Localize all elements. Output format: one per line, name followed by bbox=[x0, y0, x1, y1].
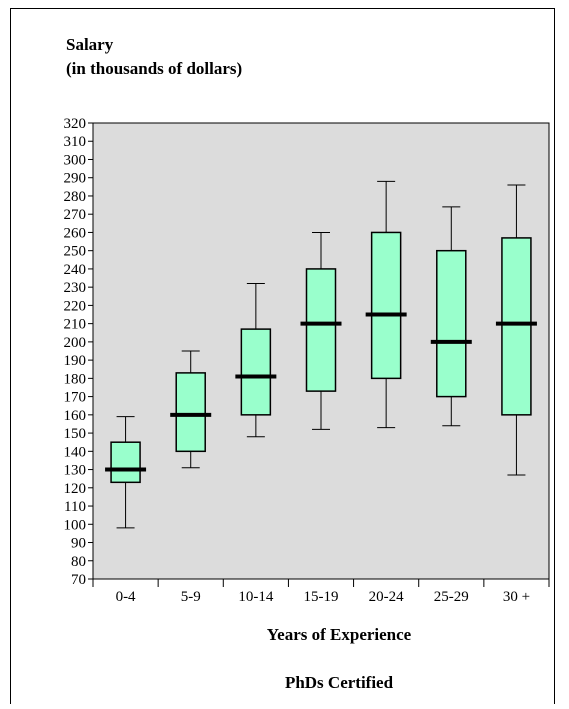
chart-title-line-2: (in thousands of dollars) bbox=[66, 59, 242, 78]
y-axis: 70 80 90 100 110 120 130 140 150 160 170 180 190 200 2… bbox=[64, 116, 93, 588]
box-3 bbox=[235, 283, 277, 438]
y-tick-label: 310 bbox=[64, 134, 87, 150]
y-tick-label: 160 bbox=[64, 408, 87, 424]
x-axis: 0-4 5-9 10-14 15-19 20-24 25-29 30 + bbox=[92, 579, 550, 605]
y-tick-label: 240 bbox=[64, 262, 87, 278]
y-tick-label: 180 bbox=[64, 371, 87, 387]
y-tick-label: 200 bbox=[64, 335, 87, 351]
y-tick-label: 210 bbox=[64, 317, 87, 333]
x-tick-label: 30 + bbox=[503, 589, 530, 605]
x-tick-label: 10-14 bbox=[238, 589, 273, 605]
iqr-box bbox=[110, 441, 141, 484]
box-7 bbox=[495, 184, 537, 476]
iqr-box bbox=[240, 328, 272, 416]
box-5 bbox=[365, 180, 407, 429]
iqr-box bbox=[436, 249, 467, 398]
box-4 bbox=[300, 231, 342, 430]
y-tick-label: 260 bbox=[64, 225, 87, 241]
y-tick-label: 90 bbox=[71, 536, 86, 552]
x-axis-title: Years of Experience bbox=[267, 625, 412, 644]
x-tick-label: 0-4 bbox=[116, 589, 136, 605]
y-tick-label: 150 bbox=[64, 426, 87, 442]
box-series bbox=[105, 180, 537, 529]
y-tick-label: 250 bbox=[64, 244, 87, 260]
iqr-box bbox=[501, 237, 532, 416]
y-tick-label: 170 bbox=[64, 390, 87, 406]
x-tick-label: 5-9 bbox=[181, 589, 201, 605]
y-tick-label: 190 bbox=[64, 353, 87, 369]
y-tick-label: 230 bbox=[64, 280, 87, 296]
y-tick-label: 320 bbox=[64, 116, 87, 132]
iqr-box bbox=[305, 268, 337, 392]
y-tick-label: 300 bbox=[64, 152, 87, 168]
y-tick-label: 130 bbox=[64, 463, 87, 479]
y-tick-label: 100 bbox=[64, 517, 87, 533]
box-2 bbox=[170, 350, 212, 469]
x-tick-label: 25-29 bbox=[434, 589, 469, 605]
chart-title-line-1: Salary bbox=[66, 35, 114, 54]
y-tick-label: 140 bbox=[64, 444, 87, 460]
box-6 bbox=[430, 206, 472, 427]
y-tick-label: 120 bbox=[64, 481, 87, 497]
y-tick-label: 280 bbox=[64, 189, 87, 205]
y-tick-label: 70 bbox=[71, 572, 86, 588]
iqr-box bbox=[370, 231, 402, 380]
y-tick-label: 220 bbox=[64, 298, 87, 314]
y-tick-label: 110 bbox=[64, 499, 86, 515]
chart-caption: PhDs Certified bbox=[285, 673, 394, 692]
iqr-box bbox=[175, 372, 206, 453]
y-tick-label: 290 bbox=[64, 171, 87, 187]
box-1 bbox=[105, 416, 147, 529]
x-tick-label: 20-24 bbox=[369, 589, 404, 605]
y-tick-label: 80 bbox=[71, 554, 86, 570]
x-tick-label: 15-19 bbox=[304, 589, 339, 605]
y-tick-label: 270 bbox=[64, 207, 87, 223]
